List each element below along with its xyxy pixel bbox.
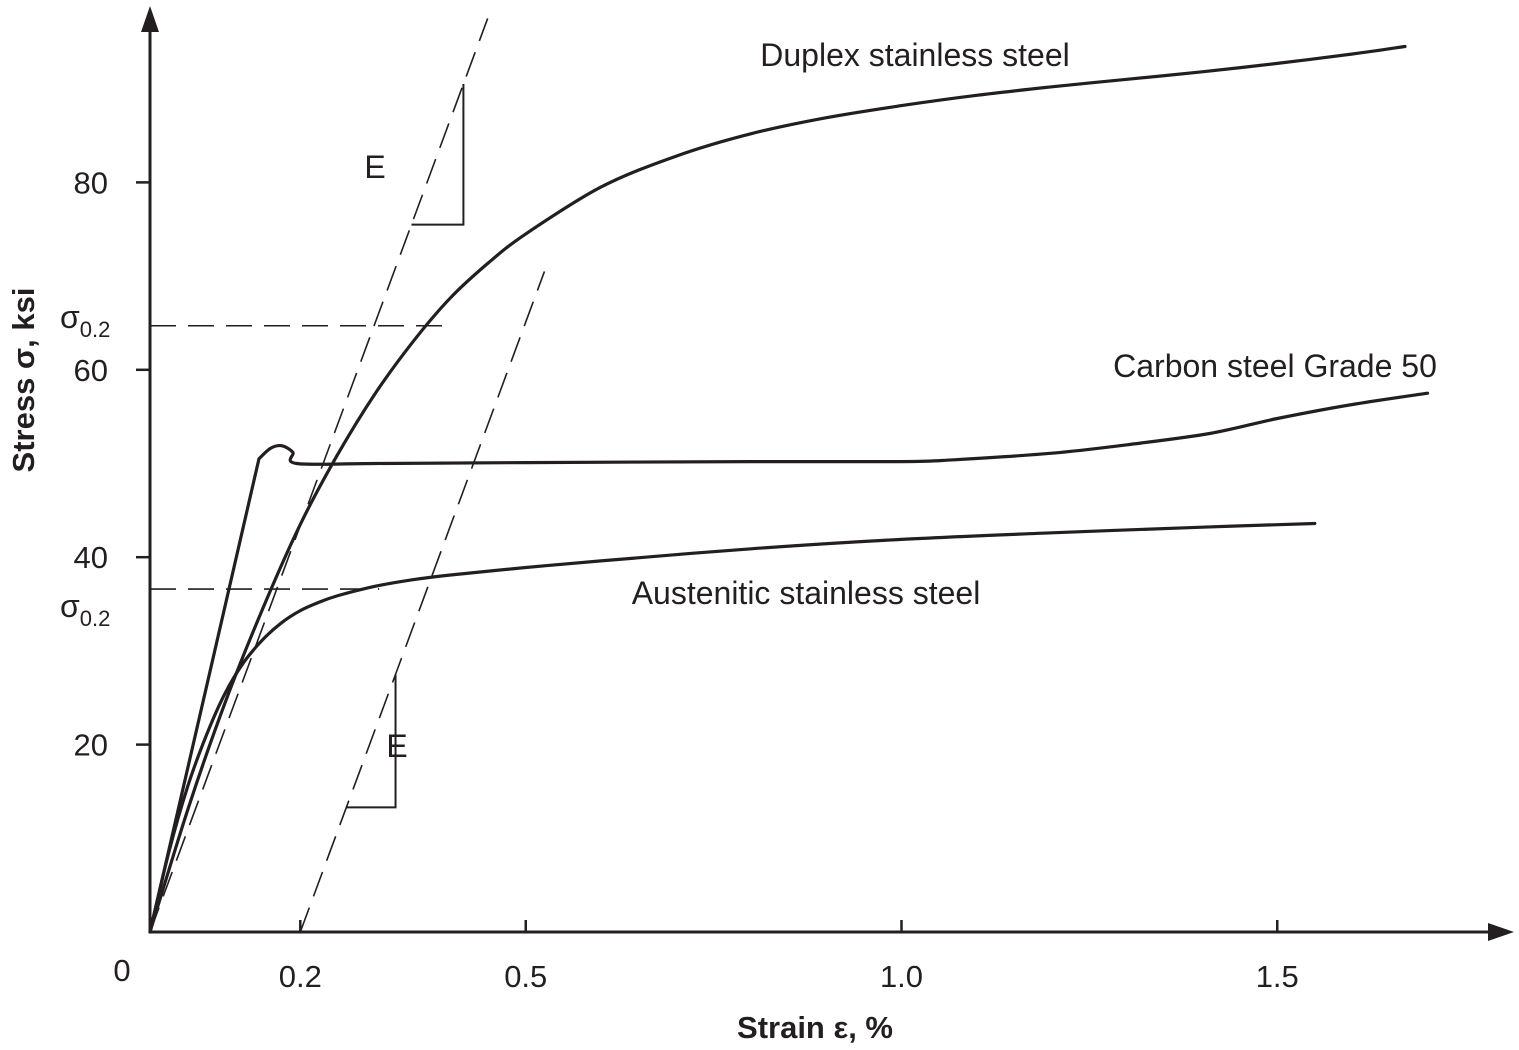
guide-lines [149,18,546,933]
y-tick-label: 80 [74,165,108,200]
axes [136,6,1514,941]
carbon-steel-label: Carbon steel Grade 50 [1113,348,1437,384]
y-tick-label: 40 [74,540,108,575]
carbon-steel-curve [148,391,1430,934]
sigma-subscript: 0.2 [80,317,111,342]
austenitic-curve [148,521,1317,934]
y-tick-label: 60 [74,353,108,388]
curves [148,44,1430,934]
x-axis-title: Strain ε, % [737,1010,893,1045]
slope-triangle-0 [411,84,465,226]
y-tick-label: 20 [74,728,108,763]
slope-label-e: E [386,728,407,764]
x-tick-label: 0.2 [279,959,322,994]
x-tick-label: 0.5 [504,959,547,994]
offset-line-0 [149,18,489,933]
x-tick-label: 1.0 [880,959,923,994]
sigma-subscript: 0.2 [80,606,111,631]
labels: 0.2 0.5 1.0 1.5 20 40 60 80 0 Strain ε, % Stress σ… [6,37,1437,1045]
duplex-label: Duplex stainless steel [760,37,1069,73]
y-axis-title: Stress σ, ksi [6,288,41,473]
y-axis-arrow [141,6,159,32]
proof-stress-label: σ0.2 [60,299,110,342]
proof-stress-label: σ0.2 [60,588,110,631]
origin-label: 0 [113,953,130,988]
x-axis-arrow [1488,923,1514,941]
offset-line-1 [299,271,546,933]
slope-triangle-1 [346,674,397,809]
sigma-symbol: σ [60,588,80,624]
austenitic-label: Austenitic stainless steel [632,575,981,611]
sigma-symbol: σ [60,299,80,335]
duplex-curve [148,44,1407,934]
slope-label-e: E [364,149,385,185]
x-tick-label: 1.5 [1256,959,1299,994]
